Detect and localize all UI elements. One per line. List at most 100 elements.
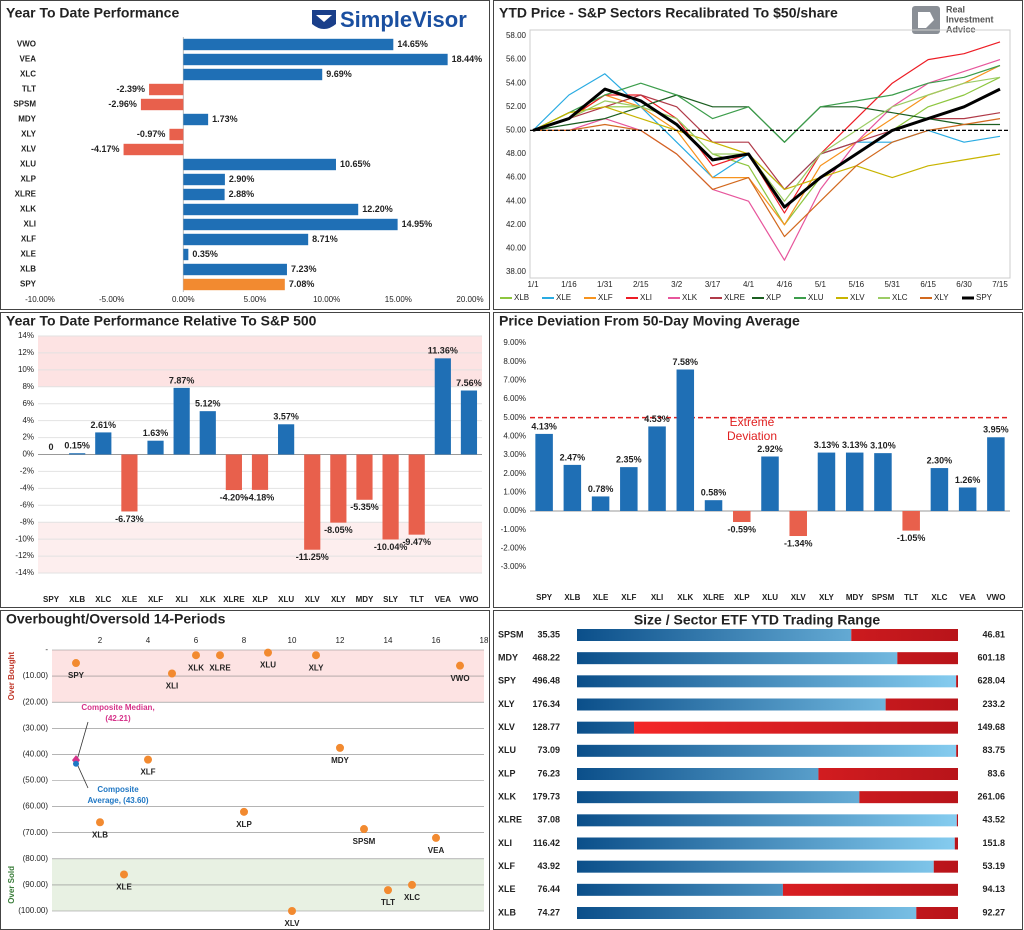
- x-tick-label: 4/1: [743, 280, 755, 289]
- value-label: 8.71%: [312, 234, 338, 244]
- x-tick-label: 5.00%: [244, 295, 267, 304]
- value-label: -4.18%: [246, 492, 275, 502]
- value-label: 0: [49, 442, 54, 452]
- line: [532, 87, 1001, 209]
- legend-label: XLI: [640, 293, 652, 302]
- composite-marker: [73, 760, 79, 767]
- chart-title: YTD Price - S&P Sectors Recalibrated To …: [499, 5, 838, 21]
- x-tick-label: 20.00%: [456, 295, 483, 304]
- y-tick-label: XLC: [20, 70, 36, 79]
- logo-text: Investment: [946, 14, 994, 24]
- point-label: XLE: [116, 883, 132, 892]
- row-label: XLRE: [498, 815, 522, 825]
- y-tick-label: 9.00%: [503, 338, 526, 347]
- y-tick-label: MDY: [18, 115, 36, 124]
- y-tick-label: 56.00: [506, 55, 527, 64]
- y-tick-label: 4.00%: [503, 431, 526, 440]
- x-tick-label: XLC: [95, 595, 111, 604]
- point-label: XLF: [140, 768, 155, 777]
- y-tick-label: -3.00%: [501, 562, 526, 571]
- point: [336, 743, 344, 752]
- x-tick-label: XLRE: [223, 595, 245, 604]
- bar: [761, 456, 779, 511]
- x-tick-label: XLB: [69, 595, 85, 604]
- value-label: -6.73%: [115, 514, 144, 524]
- value-label: 7.58%: [673, 357, 699, 367]
- value-label: 5.12%: [195, 399, 221, 409]
- point-label: XLP: [236, 820, 252, 829]
- value-label: -8.05%: [324, 525, 353, 535]
- bar: [225, 454, 242, 491]
- bar: [121, 454, 138, 512]
- y-tick-label: XLE: [20, 250, 36, 259]
- legend-label: XLB: [514, 293, 529, 302]
- row-label: XLF: [498, 861, 516, 871]
- legend-label: XLU: [808, 293, 824, 302]
- x-tick-label: 1/1: [527, 280, 539, 289]
- band-label: Over Bought: [7, 652, 16, 701]
- value-label: 1.26%: [955, 475, 981, 485]
- line: [532, 106, 1001, 190]
- value-label: 0.15%: [64, 441, 90, 451]
- bar: [733, 511, 751, 523]
- x-tick-label: 4: [146, 636, 151, 645]
- bar: [183, 203, 359, 216]
- value-label: -4.17%: [91, 144, 120, 154]
- bar: [789, 511, 807, 537]
- row-label: XLK: [498, 792, 517, 802]
- y-tick-label: 48.00: [506, 149, 527, 158]
- x-tick-label: 16: [432, 636, 441, 645]
- y-tick-label: -4%: [20, 483, 34, 492]
- point-label: TLT: [381, 898, 395, 907]
- value-label: 9.69%: [326, 69, 352, 79]
- point-label: XLV: [285, 919, 301, 928]
- x-tick-label: 1/31: [597, 280, 613, 289]
- x-tick-label: MDY: [846, 593, 864, 602]
- point: [264, 648, 272, 657]
- y-tick-label: TLT: [22, 85, 36, 94]
- x-tick-label: VWO: [986, 593, 1005, 602]
- low-label: 468.22: [532, 653, 560, 663]
- x-tick-label: XLB: [564, 593, 580, 602]
- point-label: XLB: [92, 830, 108, 839]
- x-tick-label: XLC: [931, 593, 947, 602]
- x-tick-label: 18: [480, 636, 489, 645]
- point-label: SPSM: [353, 837, 376, 846]
- x-tick-label: XLI: [651, 593, 663, 602]
- x-tick-label: XLF: [621, 593, 636, 602]
- x-tick-label: 3/2: [671, 280, 683, 289]
- range-bar: [885, 698, 958, 711]
- bar: [930, 468, 949, 511]
- y-tick-label: -2.00%: [501, 543, 526, 552]
- value-label: -10.04%: [374, 542, 408, 552]
- x-tick-label: 10.00%: [313, 295, 340, 304]
- logo-text: Advice: [946, 24, 976, 34]
- point-label: XLC: [404, 893, 420, 902]
- bar: [460, 390, 478, 455]
- value-label: 12.20%: [362, 204, 393, 214]
- y-tick-label: -10%: [15, 534, 34, 543]
- high-label: 151.8: [982, 838, 1005, 848]
- y-tick-label: -: [45, 645, 48, 654]
- bar: [434, 358, 451, 455]
- y-tick-label: 1.00%: [503, 487, 526, 496]
- bar: [183, 53, 448, 66]
- point: [312, 651, 320, 660]
- y-tick-label: 3.00%: [503, 450, 526, 459]
- row-label: MDY: [498, 653, 518, 663]
- value-label: 3.57%: [273, 412, 299, 422]
- x-tick-label: XLY: [819, 593, 834, 602]
- point: [240, 807, 248, 816]
- range-bar: [851, 629, 958, 641]
- y-tick-label: SPSM: [13, 100, 36, 109]
- range-bar: [897, 652, 958, 665]
- x-tick-label: 5/31: [884, 280, 900, 289]
- range-bar: [577, 721, 635, 734]
- value-label: -1.05%: [897, 533, 926, 543]
- high-label: 92.27: [982, 907, 1005, 917]
- y-tick-label: (80.00): [23, 854, 49, 863]
- x-tick-label: XLE: [593, 593, 609, 602]
- bar: [183, 173, 225, 186]
- range-bar: [577, 814, 957, 827]
- y-tick-label: 2%: [22, 433, 34, 442]
